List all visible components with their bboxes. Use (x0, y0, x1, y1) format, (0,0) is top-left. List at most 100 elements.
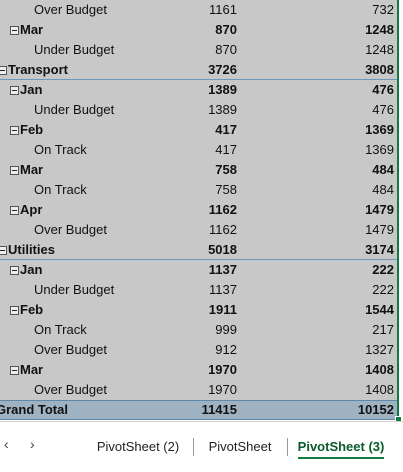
sheet-tab-bar: ‹ › PivotSheet (2) PivotSheet PivotSheet (… (0, 421, 403, 462)
collapse-button[interactable] (10, 306, 19, 315)
row-label: Apr (20, 202, 43, 217)
value-cell: 1479 (365, 222, 394, 237)
value-cell: 1248 (365, 42, 394, 57)
tab-label: PivotSheet (208, 439, 272, 454)
value-cell: 912 (215, 342, 237, 357)
value-cell: 1162 (208, 202, 237, 217)
sheet-tab[interactable]: PivotSheet (3) (288, 422, 394, 462)
collapse-button[interactable] (0, 246, 7, 255)
pivot-row: Under Budget 1137 222 (0, 280, 397, 300)
pivot-row: On Track 758 484 (0, 180, 397, 200)
pivot-row: Utilities 5018 3174 (0, 240, 397, 260)
pivot-row: Under Budget 1389 476 (0, 100, 397, 120)
value-cell: 999 (215, 322, 237, 337)
value-cell: 476 (372, 82, 394, 97)
collapse-button[interactable] (10, 166, 19, 175)
pivot-row: Mar 758 484 (0, 160, 397, 180)
pivot-row: Mar 870 1248 (0, 20, 397, 40)
value-cell: 3174 (365, 242, 394, 257)
value-cell: 3726 (208, 62, 237, 77)
value-cell: 5018 (208, 242, 237, 257)
pivot-row: Over Budget 1161 732 (0, 0, 397, 20)
collapse-button[interactable] (10, 266, 19, 275)
collapse-button[interactable] (10, 86, 19, 95)
pivot-row: On Track 999 217 (0, 320, 397, 340)
collapse-button[interactable] (10, 366, 19, 375)
value-cell: 1389 (208, 82, 237, 97)
row-label: On Track (34, 182, 87, 197)
value-cell: 1162 (209, 222, 237, 237)
row-label: Feb (20, 302, 44, 317)
tab-label: PivotSheet (2) (96, 439, 180, 454)
value-cell: 1970 (208, 382, 237, 397)
value-cell: 484 (372, 162, 394, 177)
scroll-right[interactable]: › (30, 436, 35, 452)
row-label: Jan (20, 262, 43, 277)
row-label: On Track (34, 322, 87, 337)
value-cell: 870 (215, 42, 237, 57)
value-cell: 222 (372, 282, 394, 297)
pivot-row: Transport 3726 3808 (0, 60, 397, 80)
collapse-button[interactable] (10, 206, 19, 215)
value-cell: 732 (372, 2, 394, 17)
value-cell: 1369 (365, 122, 394, 137)
value-cell: 417 (215, 122, 237, 137)
value-cell: 476 (372, 102, 394, 117)
value-cell: 1248 (365, 22, 394, 37)
scroll-left[interactable]: ‹ (4, 436, 9, 452)
tab-separator (193, 438, 194, 456)
collapse-button[interactable] (10, 126, 19, 135)
value-cell: 222 (372, 262, 394, 277)
row-label: Under Budget (34, 102, 115, 117)
row-label: Over Budget (34, 342, 107, 357)
value-cell: 1408 (365, 362, 394, 377)
value-cell: 1408 (365, 382, 394, 397)
value-cell: 1327 (365, 342, 394, 357)
value-cell: 1389 (208, 102, 237, 117)
selection-border (397, 0, 399, 420)
row-label: Feb (20, 122, 44, 137)
value-cell: 1479 (365, 202, 394, 217)
row-label: Utilities (8, 242, 55, 257)
row-label: Mar (20, 162, 44, 177)
row-label: Over Budget (34, 2, 107, 17)
row-label: Mar (20, 362, 44, 377)
pivot-row: Over Budget 1970 1408 (0, 380, 397, 400)
row-label: Transport (8, 62, 68, 77)
pivot-row: On Track 417 1369 (0, 140, 397, 160)
row-label: On Track (34, 142, 87, 157)
pivot-table: Over Budget 1161 732 Mar 870 1248 Under Budget… (0, 0, 397, 420)
row-label: Under Budget (34, 282, 115, 297)
value-cell: 758 (215, 162, 237, 177)
pivot-row: Feb 1911 1544 (0, 300, 397, 320)
grand-total-row: Grand Total 11415 10152 (0, 400, 397, 420)
pivot-row: Jan 1389 476 (0, 80, 397, 100)
row-label: Under Budget (34, 42, 115, 57)
value-cell: 484 (372, 182, 394, 197)
value-cell: 1911 (208, 302, 237, 317)
value-cell: 10152 (357, 402, 394, 417)
tab-label: PivotSheet (3) (297, 439, 385, 459)
row-label: Grand Total (0, 402, 68, 417)
sheet-tab[interactable]: PivotSheet (2) (84, 422, 192, 462)
pivot-row: Under Budget 870 1248 (0, 40, 397, 60)
pivot-row: Feb 417 1369 (0, 120, 397, 140)
value-cell: 417 (215, 142, 237, 157)
collapse-button[interactable] (10, 26, 19, 35)
value-cell: 758 (215, 182, 237, 197)
pivot-row: Over Budget 1162 1479 (0, 220, 397, 240)
row-label: Over Budget (34, 222, 107, 237)
tab-separator (287, 438, 288, 456)
value-cell: 1161 (209, 2, 237, 17)
collapse-button[interactable] (0, 66, 7, 75)
value-cell: 1970 (208, 362, 237, 377)
value-cell: 1544 (365, 302, 394, 317)
sheet-tab[interactable]: PivotSheet (194, 422, 286, 462)
value-cell: 1137 (209, 282, 237, 297)
value-cell: 11415 (201, 402, 237, 417)
row-label: Over Budget (34, 382, 107, 397)
value-cell: 3808 (365, 62, 394, 77)
pivot-row: Mar 1970 1408 (0, 360, 397, 380)
value-cell: 1137 (208, 262, 237, 277)
pivot-row: Jan 1137 222 (0, 260, 397, 280)
